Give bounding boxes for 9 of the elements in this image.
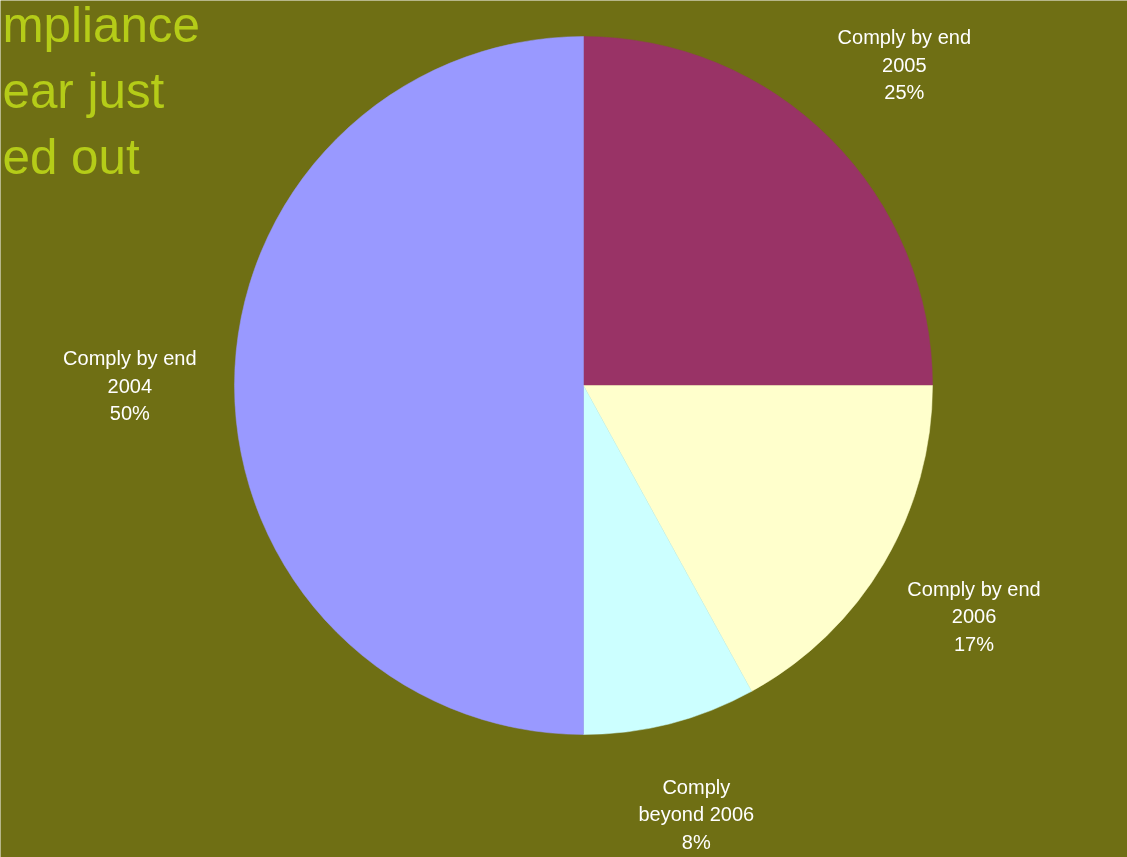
slice-label: Comply by end 2006 xyxy=(907,577,1041,628)
slice-label: Comply by end 2004 xyxy=(63,347,197,397)
slice-label: Comply beyond 2006 xyxy=(638,775,755,825)
data-label: 50% xyxy=(109,402,151,424)
slice-label: Comply by end 2005 xyxy=(837,26,972,76)
data-label: 25% xyxy=(884,81,925,104)
data-label: 8% xyxy=(681,830,711,853)
data-label: 17% xyxy=(954,632,995,655)
text: mpliance ear just ed out xyxy=(2,0,200,184)
